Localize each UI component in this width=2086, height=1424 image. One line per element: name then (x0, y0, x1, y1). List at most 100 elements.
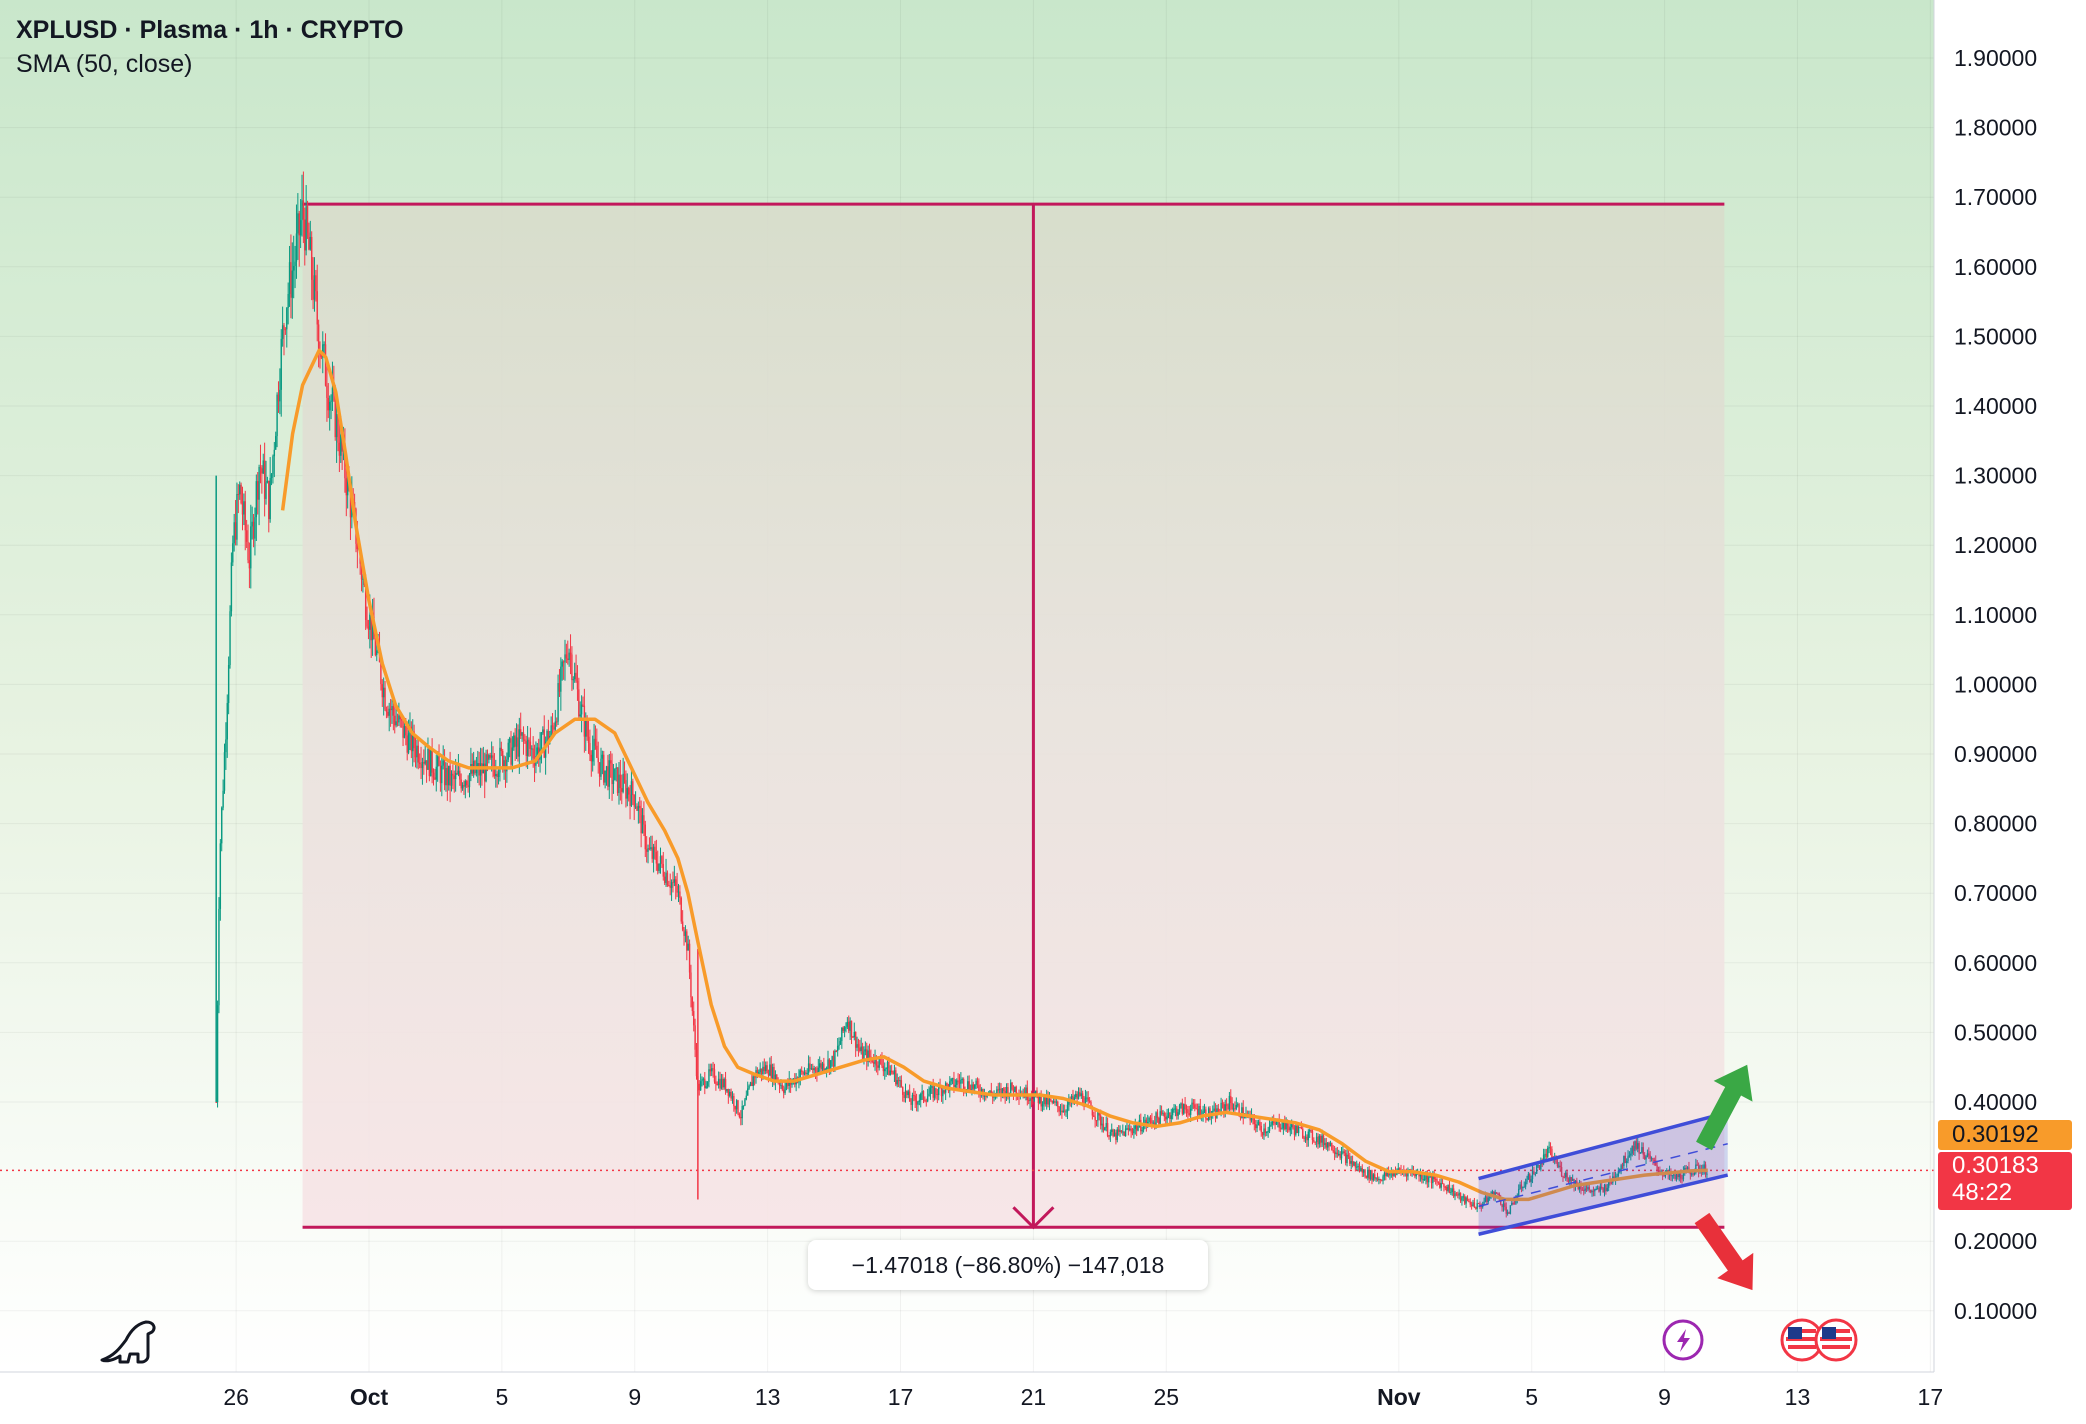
candle-body (1317, 1136, 1319, 1145)
candle-body (324, 344, 327, 386)
candle-body (943, 1090, 945, 1093)
candle-body (560, 666, 562, 692)
candle-body (1333, 1151, 1336, 1154)
candle-body (1075, 1093, 1077, 1098)
candle-body (1059, 1110, 1062, 1112)
candle-body (1315, 1136, 1318, 1143)
measure-label: −1.47018 (−86.80%) −147,018 (808, 1240, 1208, 1290)
candle-body (586, 719, 588, 737)
candle-body (805, 1072, 807, 1074)
candle-body (515, 737, 518, 747)
candle-body (870, 1056, 872, 1058)
candle-body (612, 780, 615, 785)
candle-body (625, 780, 627, 799)
candle-body (340, 434, 342, 456)
candle-body (621, 788, 623, 792)
candle-body (842, 1027, 844, 1031)
candle-body (1616, 1175, 1618, 1178)
candle-body (1649, 1155, 1651, 1159)
candle-body (713, 1069, 716, 1082)
candle-body (1223, 1104, 1225, 1111)
candle-body (273, 449, 276, 457)
dinosaur-icon[interactable] (100, 1320, 156, 1364)
candle-body (607, 766, 609, 787)
symbol-title[interactable]: XPLUSD · Plasma · 1h · CRYPTO (16, 16, 404, 44)
candle-body (1112, 1129, 1114, 1137)
candle-body (1652, 1157, 1654, 1161)
measure-range[interactable] (0, 202, 1934, 1230)
candle-body (1368, 1169, 1370, 1179)
candle-body (688, 943, 691, 973)
candle-body (1430, 1175, 1433, 1184)
candle-body (926, 1096, 929, 1102)
candle-body (1336, 1152, 1339, 1155)
candle-body (1297, 1127, 1300, 1134)
lightning-event-icon[interactable] (1662, 1319, 1704, 1361)
candle-body (910, 1101, 912, 1105)
candle-body (878, 1057, 880, 1068)
candle-body (763, 1066, 766, 1072)
candle-body (454, 772, 457, 780)
candle-body (1261, 1132, 1264, 1136)
candle-body (694, 1025, 696, 1050)
candle-body (834, 1050, 836, 1067)
sma-line (280, 348, 1708, 1202)
down-arrow-icon (1694, 1212, 1754, 1291)
candle-body (405, 725, 407, 736)
candle-body (1407, 1170, 1409, 1177)
candle-body (1580, 1185, 1582, 1190)
candle-body (1356, 1166, 1358, 1168)
candle-body (813, 1068, 815, 1071)
candle-body (500, 747, 503, 752)
channel-fill (1478, 1112, 1728, 1235)
candle-body (425, 760, 428, 770)
candle-body (1468, 1201, 1470, 1203)
candle-body (239, 484, 241, 495)
candle-body (406, 735, 408, 753)
time-tick-label: 26 (223, 1384, 249, 1410)
candle-body (957, 1080, 959, 1083)
candle-body (1535, 1165, 1538, 1174)
price-axis[interactable]: 1.90000 1.80000 1.70000 1.60000 1.50000 1.400… (1954, 45, 2037, 1324)
candle-body (547, 730, 550, 744)
candle-body (814, 1068, 817, 1072)
candle-body (1475, 1207, 1477, 1209)
candle-body (807, 1063, 810, 1074)
candle-body (723, 1079, 725, 1088)
candle-body (899, 1080, 901, 1082)
candle-body (488, 755, 490, 760)
candle-body (1541, 1163, 1543, 1165)
candle-body (857, 1044, 860, 1048)
candle-body (1153, 1122, 1156, 1125)
candle-body (1655, 1160, 1657, 1166)
channel-upper-line (1478, 1110, 1729, 1181)
candle-body (540, 732, 543, 749)
candle-body (446, 767, 449, 786)
candle-body (1646, 1153, 1649, 1157)
candle-body (1057, 1101, 1059, 1107)
indicator-legend[interactable]: SMA (50, close) (16, 50, 193, 78)
candle-body (985, 1095, 987, 1097)
candle-body (639, 805, 641, 809)
candle-body (1533, 1171, 1535, 1175)
time-axis[interactable]: 26 Oct 5 9 13 17 21 25 Nov 5 9 13 17 (223, 1384, 1943, 1410)
candle-body (1058, 1106, 1060, 1112)
candle-body (1126, 1128, 1128, 1130)
candle-body (580, 704, 583, 715)
candle-body (659, 856, 662, 864)
candle-body (1434, 1179, 1437, 1181)
us-flag-event-icon[interactable] (1814, 1318, 1858, 1362)
axis-panel (1934, 0, 2086, 1424)
candle-body (1041, 1104, 1044, 1107)
candle-body (1299, 1127, 1301, 1129)
candle-body (492, 755, 494, 766)
candle-body (605, 766, 608, 771)
candle-body (571, 654, 573, 681)
candle-body (608, 760, 610, 787)
candle-body (489, 755, 491, 758)
candle-body (302, 200, 305, 220)
parallel-channel[interactable] (1478, 1110, 1729, 1236)
candle-body (277, 394, 280, 402)
candle-body (453, 775, 455, 780)
